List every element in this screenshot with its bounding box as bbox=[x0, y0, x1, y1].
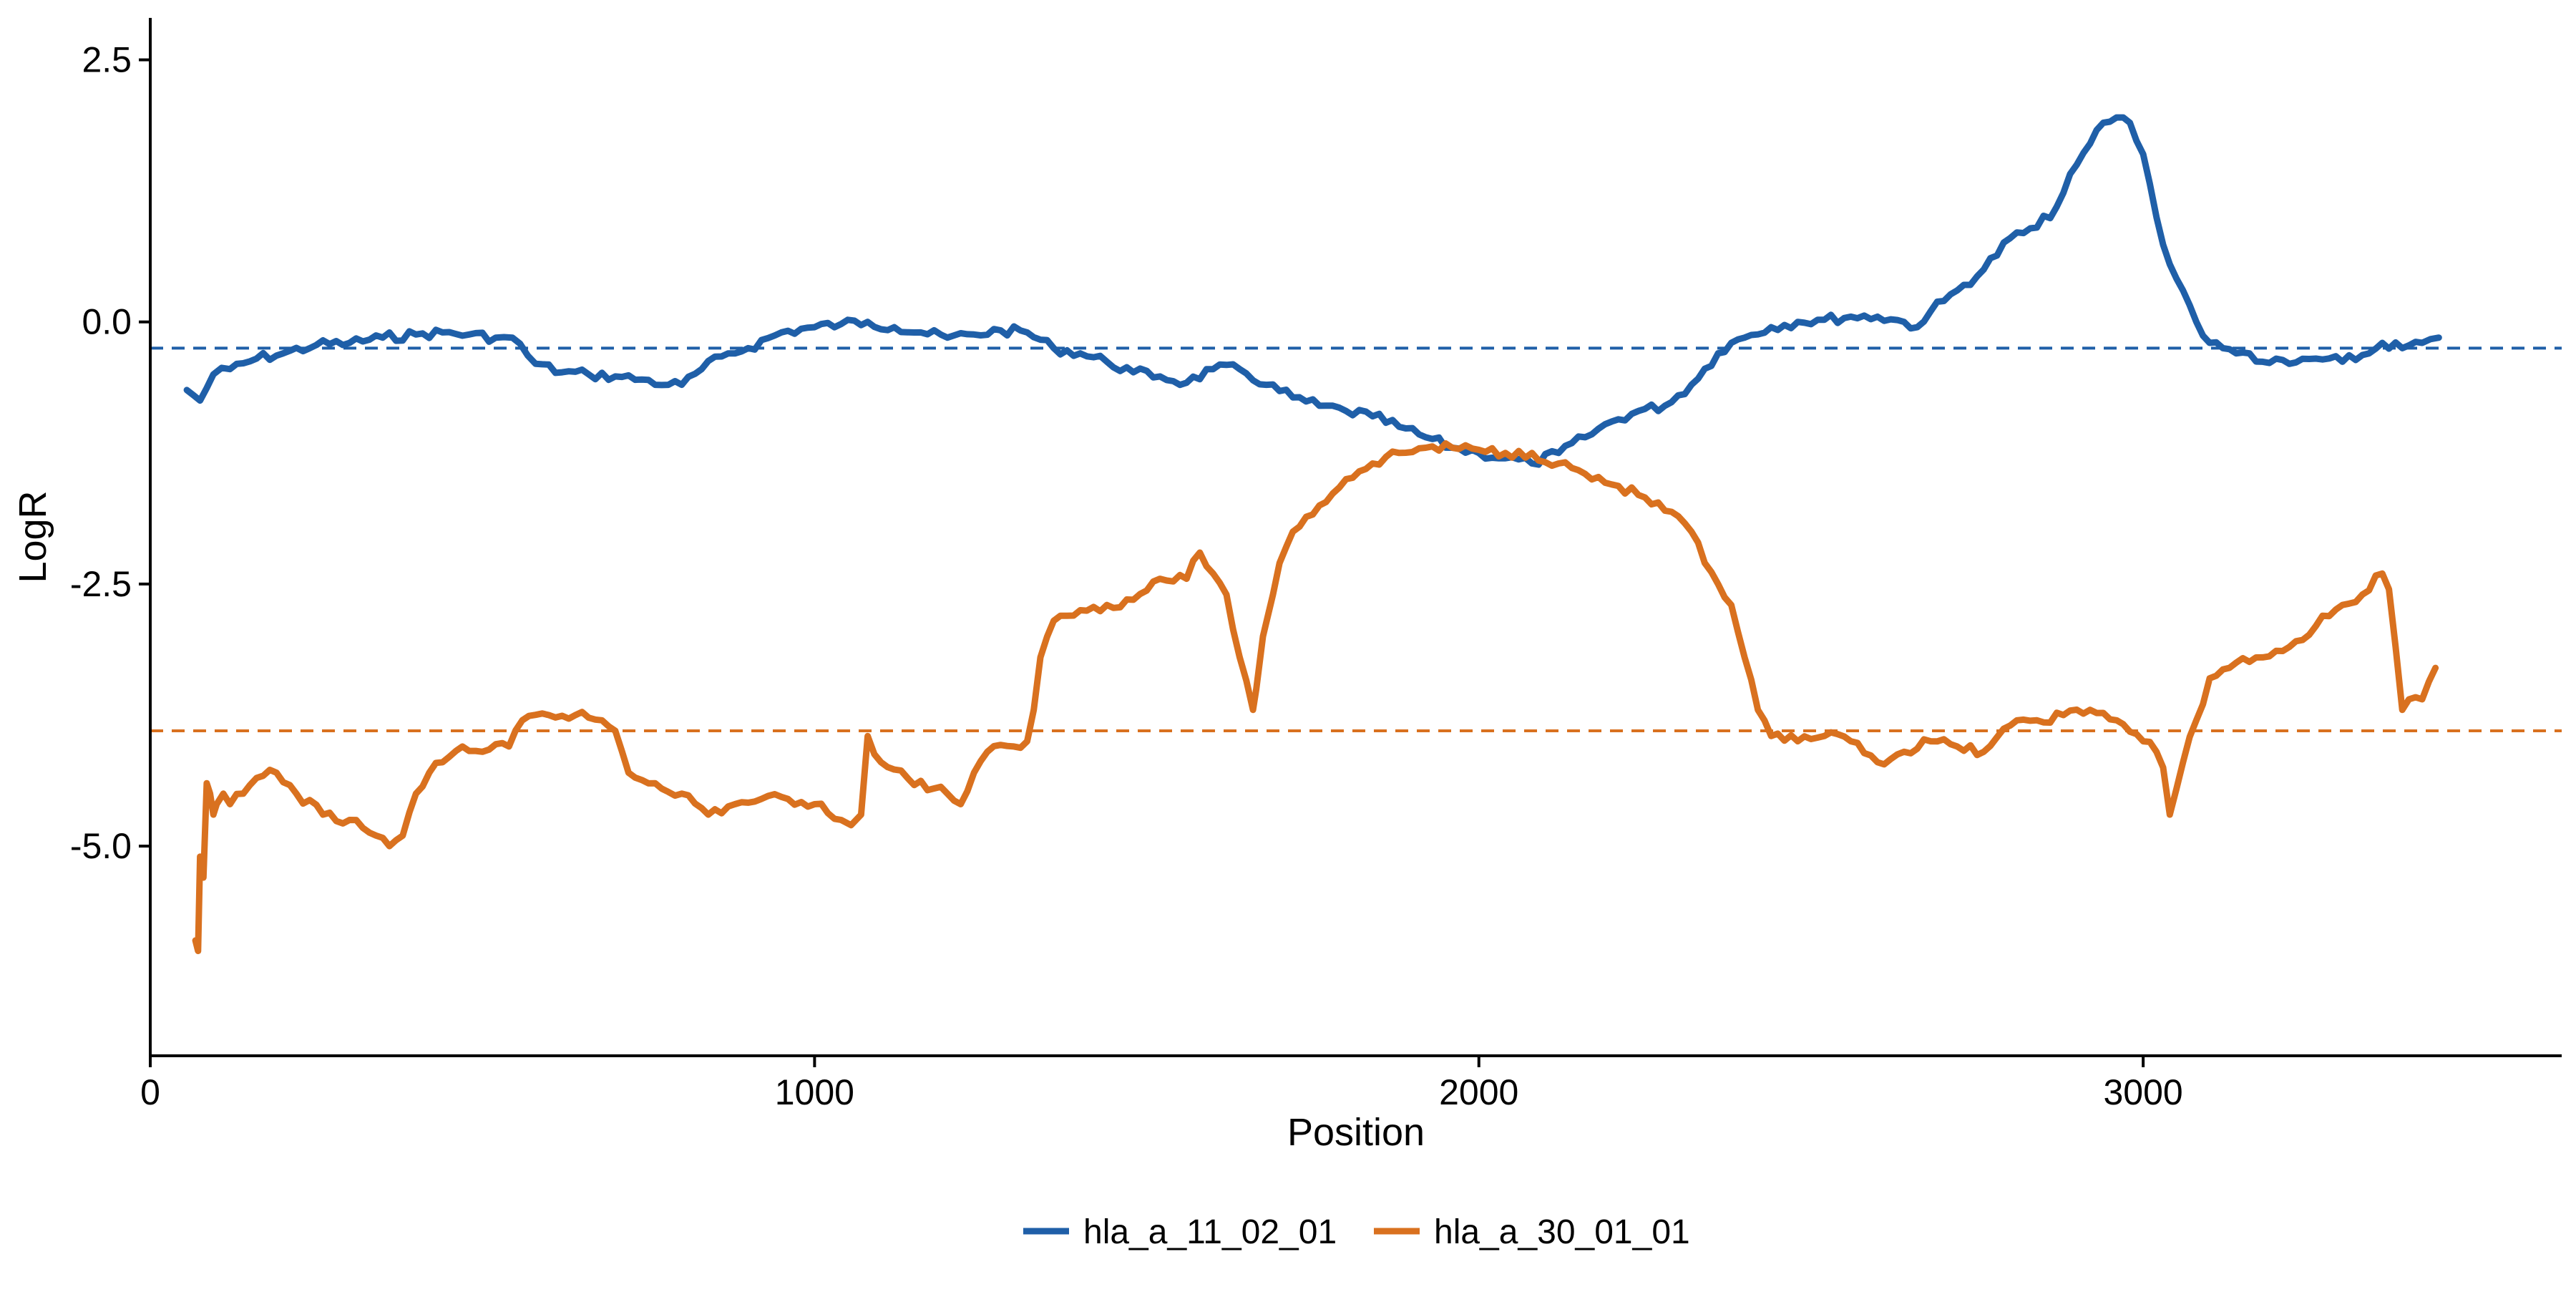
y-axis-title: LogR bbox=[11, 490, 54, 583]
y-axis-ticks: 2.5 0.0 -2.5 -5.0 bbox=[70, 40, 150, 866]
series-lines bbox=[183, 114, 2442, 954]
series-line-hla_a_30_01_01 bbox=[192, 440, 2439, 954]
x-tick-label: 3000 bbox=[2104, 1072, 2183, 1112]
legend: hla_a_11_02_01 hla_a_30_01_01 bbox=[1023, 1213, 1690, 1251]
y-tick-label: -2.5 bbox=[70, 564, 132, 604]
reference-lines bbox=[150, 346, 2562, 732]
x-tick-label: 1000 bbox=[775, 1072, 854, 1112]
y-tick-label: -5.0 bbox=[70, 826, 132, 866]
x-axis-ticks: 0 1000 2000 3000 bbox=[140, 1056, 2183, 1112]
series-line-hla_a_11_02_01 bbox=[183, 114, 2442, 468]
legend-label-hla_a_11_02_01: hla_a_11_02_01 bbox=[1083, 1213, 1337, 1251]
y-tick-label: 0.0 bbox=[82, 302, 132, 342]
legend-label-hla_a_30_01_01: hla_a_30_01_01 bbox=[1434, 1213, 1690, 1251]
x-tick-label: 0 bbox=[140, 1072, 160, 1112]
x-tick-label: 2000 bbox=[1439, 1072, 1518, 1112]
y-tick-label: 2.5 bbox=[82, 40, 132, 80]
x-axis-title: Position bbox=[1287, 1111, 1425, 1154]
